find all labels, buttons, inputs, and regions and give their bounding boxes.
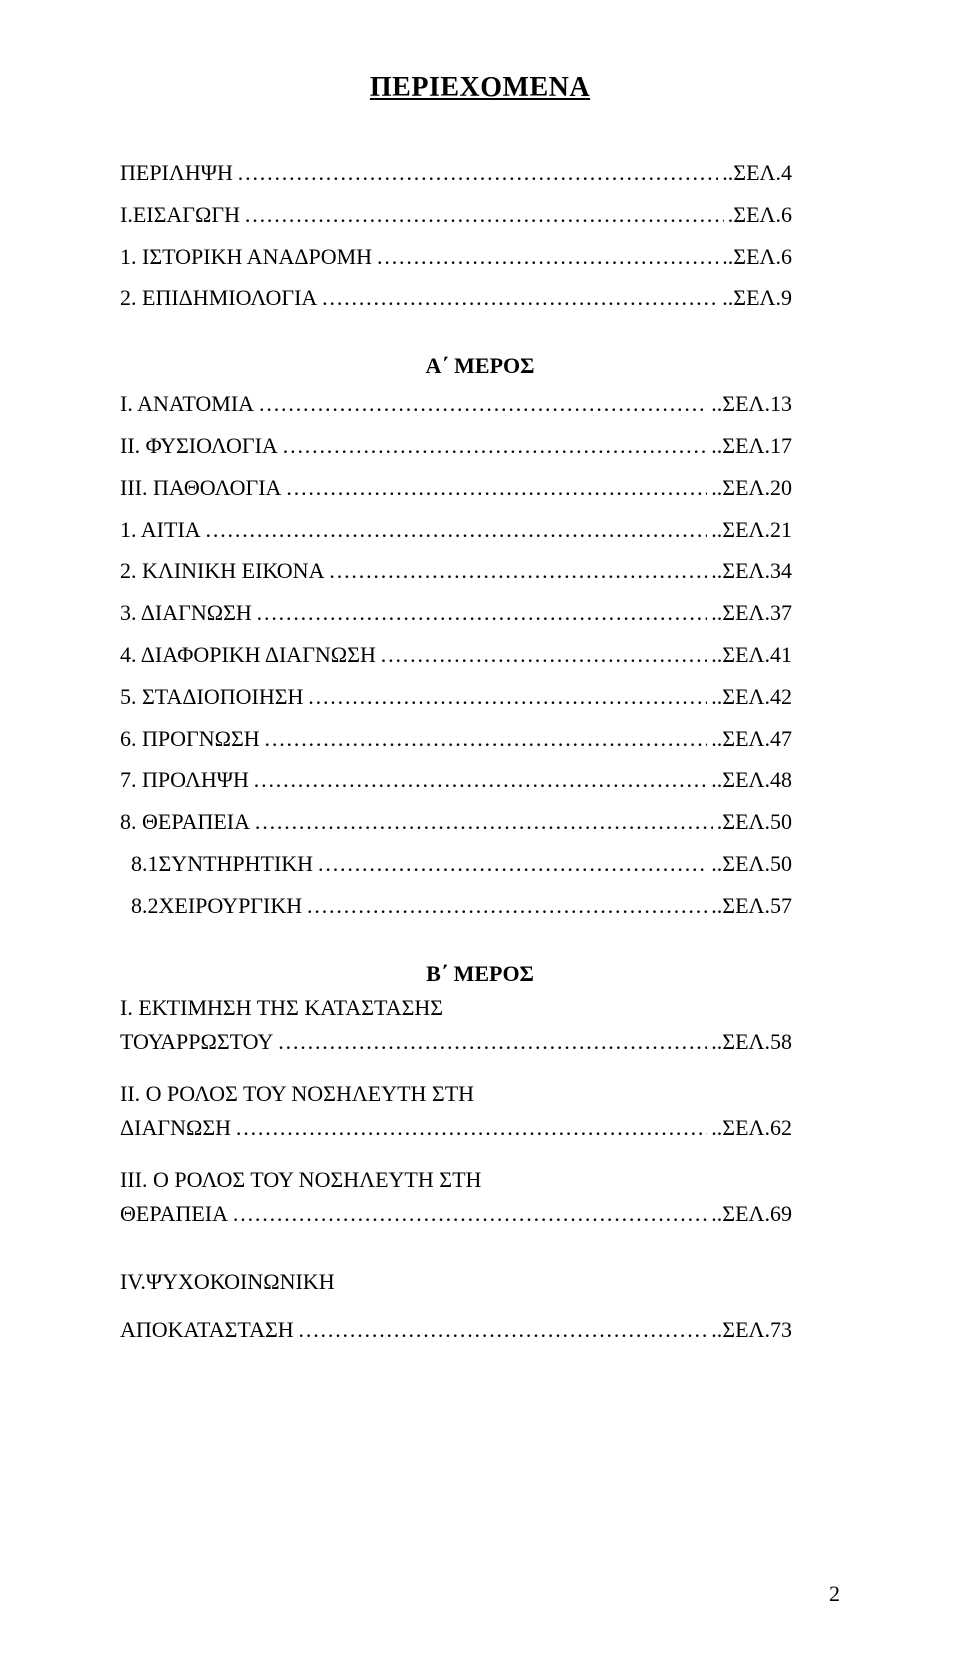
toc-label: ΙV.ΨΥΧΟΚΟΙΝΩΝΙΚΗ xyxy=(120,1265,335,1299)
toc-entry: ΙV.ΨΥΧΟΚΟΙΝΩΝΙΚΗ ΑΠΟΚΑΤΑΣΤΑΣΗ ..ΣΕΛ.73 xyxy=(120,1265,840,1347)
toc-page: .ΣΕΛ.50 xyxy=(717,801,792,843)
toc-entry: 8. ΘΕΡΑΠΕΙΑ .ΣΕΛ.50 xyxy=(120,801,840,843)
toc-page: ..ΣΕΛ.41 xyxy=(711,634,792,676)
toc-entry: 5. ΣΤΑΔΙΟΠΟΙΗΣΗ ..ΣΕΛ.42 xyxy=(120,676,840,718)
toc-page: ..ΣΕΛ.20 xyxy=(711,467,792,509)
toc-entry: Ι.ΕΙΣΑΓΩΓΗ .ΣΕΛ.6 xyxy=(120,194,840,236)
section-heading-b: Β΄ ΜΕΡΟΣ xyxy=(120,961,840,987)
toc-leader xyxy=(285,467,707,509)
toc-label: 5. ΣΤΑΔΙΟΠΟΙΗΣΗ xyxy=(120,676,303,718)
toc-leader xyxy=(282,425,707,467)
toc-page: ..ΣΕΛ.47 xyxy=(711,718,792,760)
toc-page: ..ΣΕΛ.69 xyxy=(711,1197,792,1231)
page-title: ΠΕΡΙΕΧΟΜΕΝΑ xyxy=(120,72,840,104)
toc-entry: ΙΙ. ΦΥΣΙΟΛΟΓΙΑ ..ΣΕΛ.17 xyxy=(120,425,840,467)
toc-leader xyxy=(232,1197,707,1231)
toc-label: ΠΕΡΙΛΗΨΗ xyxy=(120,152,233,194)
toc-label: 1. ΙΣΤΟΡΙΚΗ ΑΝΑΔΡΟΜΗ xyxy=(120,236,372,278)
toc-entry: 2. ΚΛΙΝΙΚΗ ΕΙΚΟΝΑ ..ΣΕΛ.34 xyxy=(120,550,840,592)
toc-label: ΤΟΥΑΡΡΩΣΤΟΥ xyxy=(120,1025,273,1059)
toc-label: ΙΙΙ. Ο ΡΟΛΟΣ ΤΟΥ ΝΟΣΗΛΕΥΤΗ ΣΤΗ xyxy=(120,1163,481,1197)
toc-label: 8. ΘΕΡΑΠΕΙΑ xyxy=(120,801,250,843)
toc-leader xyxy=(306,885,707,927)
toc-label: ΙΙ. Ο ΡΟΛΟΣ ΤΟΥ ΝΟΣΗΛΕΥΤΗ ΣΤΗ xyxy=(120,1077,474,1111)
toc-label: Ι. ΑΝΑΤΟΜΙΑ xyxy=(120,383,254,425)
toc-entry: 1. ΑΙΤΙΑ ..ΣΕΛ.21 xyxy=(120,509,840,551)
toc-leader xyxy=(376,236,718,278)
toc-entry: ΙΙΙ. Ο ΡΟΛΟΣ ΤΟΥ ΝΟΣΗΛΕΥΤΗ ΣΤΗ ΘΕΡΑΠΕΙΑ … xyxy=(120,1163,840,1231)
toc-label: 4. ΔΙΑΦΟΡΙΚΗ ΔΙΑΓΝΩΣΗ xyxy=(120,634,376,676)
toc-label: 3. ΔΙΑΓΝΩΣΗ xyxy=(120,592,252,634)
toc-label: 8.2ΧΕΙΡΟΥΡΓΙΚΗ xyxy=(120,885,302,927)
toc-leader xyxy=(328,550,707,592)
toc-entry: 8.1ΣΥΝΤΗΡΗΤΙΚΗ ..ΣΕΛ.50 xyxy=(120,843,840,885)
toc-leader xyxy=(256,592,708,634)
toc-page: .ΣΕΛ.6 xyxy=(728,194,792,236)
toc-page: ..ΣΕΛ.9 xyxy=(722,277,792,319)
toc-entry: 7. ΠΡΟΛΗΨΗ ..ΣΕΛ.48 xyxy=(120,759,840,801)
toc-entry: Ι. ΕΚΤΙΜΗΣΗ ΤΗΣ ΚΑΤΑΣΤΑΣΗΣ ΤΟΥΑΡΡΩΣΤΟΥ .… xyxy=(120,991,840,1059)
toc-label: ΙΙ. ΦΥΣΙΟΛΟΓΙΑ xyxy=(120,425,278,467)
toc-leader xyxy=(380,634,707,676)
toc-page: ..ΣΕΛ.42 xyxy=(711,676,792,718)
toc-leader xyxy=(235,1111,707,1145)
toc-page: ..ΣΕΛ.21 xyxy=(711,509,792,551)
toc-page: ..ΣΕΛ.62 xyxy=(711,1111,792,1145)
toc-entry: ΙΙ. Ο ΡΟΛΟΣ ΤΟΥ ΝΟΣΗΛΕΥΤΗ ΣΤΗ ΔΙΑΓΝΩΣΗ .… xyxy=(120,1077,840,1145)
toc-page: ..ΣΕΛ.34 xyxy=(711,550,792,592)
toc-leader xyxy=(321,277,718,319)
toc-label: 6. ΠΡΟΓΝΩΣΗ xyxy=(120,718,260,760)
toc-label: ΑΠΟΚΑΤΑΣΤΑΣΗ xyxy=(120,1313,294,1347)
toc-label: ΔΙΑΓΝΩΣΗ xyxy=(120,1111,231,1145)
toc-label: 2. ΕΠΙΔΗΜΙΟΛΟΓΙΑ xyxy=(120,277,317,319)
toc-leader xyxy=(253,759,707,801)
toc-leader xyxy=(307,676,707,718)
toc-leader xyxy=(205,509,708,551)
toc-leader xyxy=(264,718,708,760)
toc-leader xyxy=(254,801,713,843)
toc-leader xyxy=(258,383,707,425)
toc-leader xyxy=(298,1313,708,1347)
toc-page: ..ΣΕΛ.13 xyxy=(711,383,792,425)
toc-leader xyxy=(317,843,707,885)
toc-page: ..ΣΕΛ.17 xyxy=(711,425,792,467)
toc-label: ΙΙΙ. ΠΑΘΟΛΟΓΙΑ xyxy=(120,467,281,509)
section-heading-a: Α΄ ΜΕΡΟΣ xyxy=(120,353,840,379)
toc-page: ..ΣΕΛ.58 xyxy=(711,1025,792,1059)
toc-page: ..ΣΕΛ.50 xyxy=(711,843,792,885)
toc-page: ..ΣΕΛ.73 xyxy=(711,1313,792,1347)
toc-label: 7. ΠΡΟΛΗΨΗ xyxy=(120,759,249,801)
toc-page: ..ΣΕΛ.37 xyxy=(711,592,792,634)
toc-page: ..ΣΕΛ.57 xyxy=(711,885,792,927)
toc-label: 8.1ΣΥΝΤΗΡΗΤΙΚΗ xyxy=(120,843,313,885)
toc-label: 2. ΚΛΙΝΙΚΗ ΕΙΚΟΝΑ xyxy=(120,550,324,592)
toc-entry: 1. ΙΣΤΟΡΙΚΗ ΑΝΑΔΡΟΜΗ ..ΣΕΛ.6 xyxy=(120,236,840,278)
toc-label: 1. ΑΙΤΙΑ xyxy=(120,509,201,551)
toc-label: Ι.ΕΙΣΑΓΩΓΗ xyxy=(120,194,240,236)
toc-page: ..ΣΕΛ.48 xyxy=(711,759,792,801)
toc-leader xyxy=(244,194,724,236)
toc-entry: ΠΕΡΙΛΗΨΗ ..ΣΕΛ.4 xyxy=(120,152,840,194)
toc-label: ΘΕΡΑΠΕΙΑ xyxy=(120,1197,228,1231)
toc-entry: 2. ΕΠΙΔΗΜΙΟΛΟΓΙΑ ..ΣΕΛ.9 xyxy=(120,277,840,319)
toc-page: ..ΣΕΛ.6 xyxy=(722,236,792,278)
toc-leader xyxy=(237,152,718,194)
toc-label: Ι. ΕΚΤΙΜΗΣΗ ΤΗΣ ΚΑΤΑΣΤΑΣΗΣ xyxy=(120,991,443,1025)
toc-entry: Ι. ΑΝΑΤΟΜΙΑ ..ΣΕΛ.13 xyxy=(120,383,840,425)
toc-entry: 3. ΔΙΑΓΝΩΣΗ ..ΣΕΛ.37 xyxy=(120,592,840,634)
page: ΠΕΡΙΕΧΟΜΕΝΑ ΠΕΡΙΛΗΨΗ ..ΣΕΛ.4 Ι.ΕΙΣΑΓΩΓΗ … xyxy=(0,0,960,1655)
page-number: 2 xyxy=(829,1581,840,1607)
toc-leader xyxy=(277,1025,707,1059)
toc-entry: 8.2ΧΕΙΡΟΥΡΓΙΚΗ ..ΣΕΛ.57 xyxy=(120,885,840,927)
toc-entry: 6. ΠΡΟΓΝΩΣΗ ..ΣΕΛ.47 xyxy=(120,718,840,760)
toc-entry: 4. ΔΙΑΦΟΡΙΚΗ ΔΙΑΓΝΩΣΗ ..ΣΕΛ.41 xyxy=(120,634,840,676)
toc-page: ..ΣΕΛ.4 xyxy=(722,152,792,194)
toc-entry: ΙΙΙ. ΠΑΘΟΛΟΓΙΑ ..ΣΕΛ.20 xyxy=(120,467,840,509)
